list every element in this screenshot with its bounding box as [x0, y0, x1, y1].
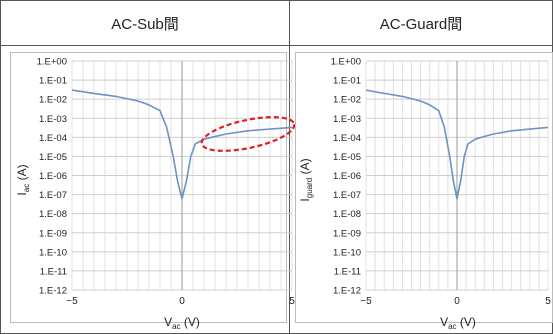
x-tick-label: 0 — [179, 296, 185, 307]
y-tick-label: 1.E-09 — [39, 228, 67, 239]
y-tick-label: 1.E-12 — [39, 286, 67, 297]
y-tick-label: 1.E-08 — [39, 209, 67, 220]
y-tick-labels: 1.E+00 1.E-01 1.E-02 1.E-03 1.E-04 1.E-05 1.E-… — [37, 57, 67, 297]
y-tick-labels: 1.E+00 1.E-01 1.E-02 1.E-03 1.E-04 1.E-05 1.E-… — [331, 57, 361, 297]
y-tick-label: 1.E-12 — [333, 286, 361, 297]
chart-panel-ac-guard: AC-Guard間 1.E+00 1.E-01 1.E-02 1.E-03 1.E-04… — [295, 16, 553, 331]
y-tick-label: 1.E-07 — [333, 190, 361, 201]
y-tick-label: 1.E-06 — [333, 171, 361, 182]
y-tick-label: 1.E-04 — [333, 133, 361, 144]
x-tick-labels: −5 0 5 — [360, 296, 551, 307]
x-tick-label: −5 — [360, 296, 372, 307]
annotation-ellipse — [200, 116, 296, 152]
y-tick-label: 1.E-11 — [40, 266, 67, 277]
y-tick-label: 1.E-07 — [39, 190, 67, 201]
x-tick-label: −5 — [66, 296, 78, 307]
y-tick-label: 1.E-02 — [333, 95, 361, 106]
x-tick-labels: −5 0 5 — [66, 296, 295, 307]
x-axis-label: Vac (V) — [164, 315, 200, 331]
y-axis-label: Iguard (A) — [298, 158, 314, 201]
x-tick-label: 5 — [289, 296, 295, 307]
x-axis-label: Vac (V) — [440, 315, 476, 331]
series-layer — [71, 89, 293, 200]
y-tick-label: 1.E-11 — [334, 266, 361, 277]
y-tick-label: 1.E-02 — [39, 95, 67, 106]
panel-title: AC-Sub間 — [111, 16, 179, 33]
chart-panel-ac-sub: AC-Sub間 1.E+001.E-011.E-021.E-031.E-041.… — [10, 16, 296, 331]
y-tick-label: 1.E-06 — [39, 171, 67, 182]
y-tick-label: 1.E-10 — [333, 247, 361, 258]
y-tick-label: 1.E+00 — [37, 57, 67, 68]
series-layer — [365, 89, 549, 200]
x-tick-label: 0 — [454, 296, 460, 307]
y-tick-label: 1.E-09 — [333, 228, 361, 239]
grid — [365, 60, 549, 291]
y-tick-label: 1.E-04 — [39, 133, 67, 144]
y-tick-label: 1.E-05 — [333, 152, 361, 163]
plot-area-border — [295, 52, 553, 323]
y-tick-label: 1.E-03 — [333, 114, 361, 125]
y-tick-label: 1.E-03 — [39, 114, 67, 125]
y-axis-label: Iac (A) — [15, 164, 31, 195]
x-tick-label: 5 — [545, 296, 551, 307]
y-tick-label: 1.E-01 — [333, 76, 361, 87]
series-line — [71, 89, 293, 200]
y-tick-label: 1.E-05 — [39, 152, 67, 163]
annotation-layer — [200, 116, 296, 152]
y-tick-label: 1.E+00 — [331, 57, 361, 68]
grid — [71, 60, 293, 291]
panel-title: AC-Guard間 — [380, 16, 463, 33]
y-tick-label: 1.E-01 — [39, 76, 67, 87]
y-tick-label: 1.E-08 — [333, 209, 361, 220]
y-tick-label: 1.E-10 — [39, 247, 67, 258]
series-line — [365, 89, 549, 200]
